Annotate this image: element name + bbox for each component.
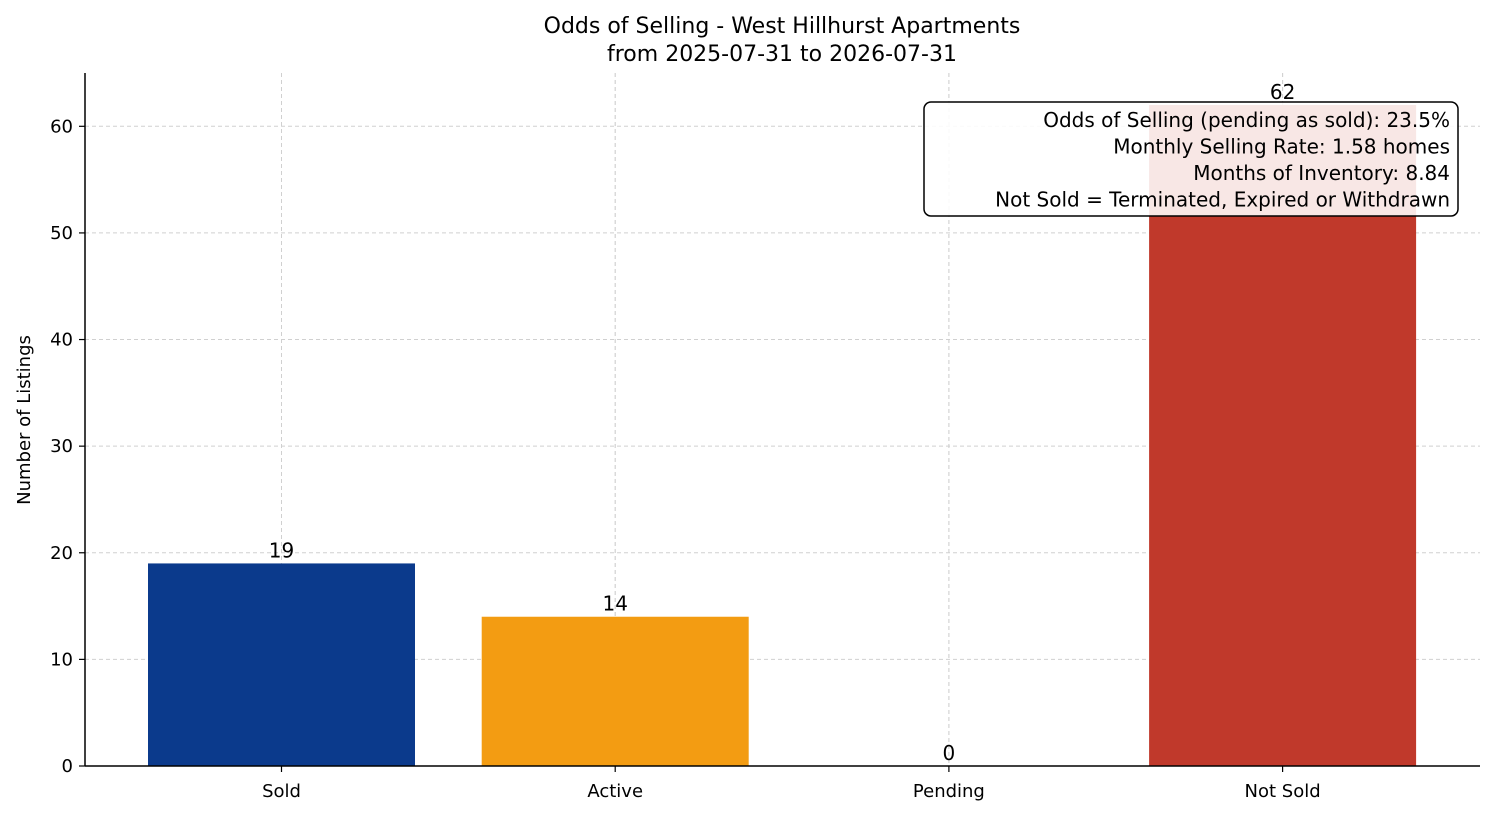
annotation-line: Months of Inventory: 8.84: [1193, 161, 1450, 185]
chart-title: Odds of Selling - West Hillhurst Apartme…: [544, 14, 1021, 39]
y-tick-label: 30: [50, 436, 73, 457]
annotation-line: Odds of Selling (pending as sold): 23.5%: [1043, 108, 1450, 132]
y-axis-label: Number of Listings: [14, 335, 35, 505]
annotation-line: Not Sold = Terminated, Expired or Withdr…: [995, 188, 1450, 212]
x-tick-label: Sold: [262, 781, 301, 802]
chart-subtitle: from 2025-07-31 to 2026-07-31: [607, 42, 957, 67]
y-tick-label: 40: [50, 330, 73, 351]
y-tick-label: 0: [62, 756, 73, 777]
axis-layer: 0 10 20 30 40 50 60 Sold Active Pending Not Sold: [50, 73, 1480, 802]
bar-active: [481, 616, 749, 766]
x-tick-label: Active: [587, 781, 643, 802]
data-label: 19: [269, 538, 294, 562]
annotation-box: Odds of Selling (pending as sold): 23.5%…: [923, 101, 1459, 217]
bar-layer: [148, 104, 1417, 766]
bar-sold: [148, 563, 415, 766]
annotation-line: Monthly Selling Rate: 1.58 homes: [1113, 135, 1450, 159]
y-tick-label: 60: [50, 116, 73, 137]
y-tick-label: 10: [50, 649, 73, 670]
label-layer: 19 14 0 62: [269, 80, 1296, 765]
data-label: 0: [943, 741, 956, 765]
annotation-frame: [923, 101, 1459, 217]
data-label: 14: [602, 592, 627, 616]
y-tick-label: 20: [50, 543, 73, 564]
x-tick-label: Not Sold: [1245, 781, 1321, 802]
x-tick-label: Pending: [913, 781, 985, 802]
y-tick-label: 50: [50, 223, 73, 244]
data-label: 62: [1270, 80, 1295, 104]
